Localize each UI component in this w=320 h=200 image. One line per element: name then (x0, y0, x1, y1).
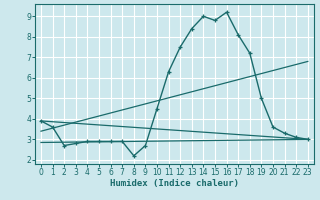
X-axis label: Humidex (Indice chaleur): Humidex (Indice chaleur) (110, 179, 239, 188)
